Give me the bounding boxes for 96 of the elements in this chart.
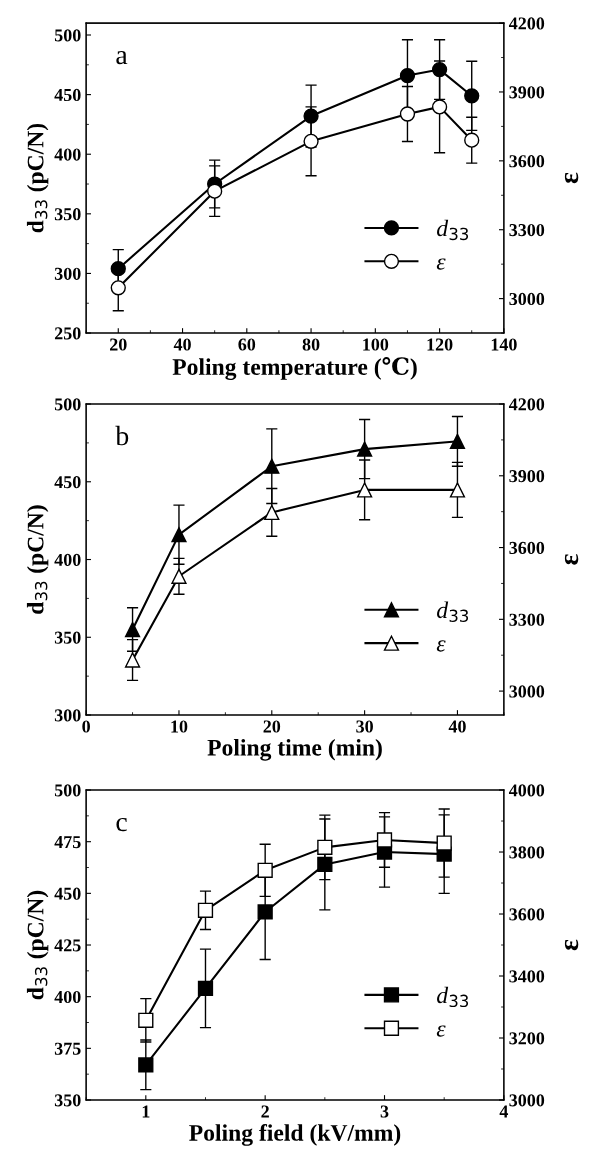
point — [264, 504, 280, 521]
legend-label: d$_{33}$ — [437, 986, 469, 1008]
x-tick-label: 40 — [448, 720, 466, 733]
x-tick-label: 140 — [491, 338, 517, 351]
y-tick-label: 400 — [54, 990, 81, 1004]
y2-tick-label: 3000 — [509, 1094, 545, 1107]
y-tick-label: 500 — [54, 784, 81, 797]
annotation: b — [115, 425, 129, 446]
point — [110, 280, 126, 296]
point — [171, 526, 187, 543]
y2-tick-label: 3000 — [509, 685, 545, 698]
y-tick-label: 450 — [54, 887, 81, 900]
x-tick-label: 1 — [142, 1105, 150, 1118]
x-tick-label: 4 — [499, 1105, 509, 1118]
point — [171, 568, 187, 584]
y2-tick-label: 3800 — [509, 846, 545, 859]
point — [431, 99, 448, 115]
x-tick-label: 2 — [261, 1105, 269, 1118]
point — [399, 106, 416, 122]
legend-label: ε — [436, 1025, 446, 1037]
y-tick-label: 500 — [54, 29, 81, 42]
y-tick-label: 400 — [54, 553, 81, 566]
y-tick-label: 350 — [54, 1094, 81, 1107]
y2-axis-title: ε — [564, 172, 579, 184]
point — [449, 433, 466, 449]
point — [197, 980, 214, 997]
y-tick-label: 375 — [54, 1042, 81, 1055]
x-tick-label: 30 — [356, 720, 373, 733]
point — [197, 902, 214, 918]
y-tick-label: 500 — [54, 398, 81, 411]
x-axis-title: Poling time (min) — [207, 739, 382, 761]
legend-label: ε — [436, 258, 446, 270]
y-tick-label: 450 — [54, 88, 81, 102]
y-tick-label: 350 — [54, 208, 81, 221]
x-tick-label: 80 — [302, 338, 320, 351]
point — [257, 904, 273, 920]
x-tick-label: 3 — [380, 1105, 389, 1118]
annotation: c — [116, 817, 127, 832]
y2-tick-label: 4000 — [508, 784, 545, 797]
point — [207, 183, 223, 199]
y-tick-label: 450 — [54, 476, 81, 489]
y-tick-label: 300 — [54, 709, 81, 722]
point — [431, 61, 448, 78]
x-axis-title: Poling field (kV/mm) — [189, 1124, 401, 1146]
y-tick-label: 400 — [54, 148, 81, 161]
y-tick-label: 250 — [54, 327, 81, 340]
x-tick-label: 120 — [427, 338, 453, 351]
point — [124, 652, 141, 668]
y-tick-label: 425 — [54, 939, 81, 952]
legend-label: d$_{33}$ — [437, 219, 469, 241]
y2-tick-label: 3200 — [509, 1032, 545, 1045]
point — [449, 482, 466, 498]
point — [436, 835, 452, 851]
y-axis-title: d$_{33}$ (pC/N) — [26, 890, 49, 1000]
point — [257, 862, 273, 878]
point — [399, 67, 416, 84]
x-tick-label: 100 — [363, 338, 389, 351]
y2-tick-label: 3600 — [509, 541, 545, 554]
x-tick-label: 40 — [173, 338, 191, 351]
y-tick-label: 475 — [54, 836, 81, 849]
y2-axis-title: ε — [564, 939, 579, 951]
point — [356, 482, 373, 498]
annotation: a — [116, 51, 128, 65]
y-axis-title: d$_{33}$ (pC/N) — [26, 123, 49, 233]
y2-tick-label: 4200 — [508, 398, 545, 411]
y2-tick-label: 4200 — [508, 17, 545, 30]
point — [376, 832, 393, 848]
y-tick-label: 350 — [54, 631, 81, 644]
point — [317, 839, 333, 856]
y2-tick-label: 3400 — [509, 970, 545, 983]
point — [464, 88, 480, 104]
y2-tick-label: 3600 — [509, 155, 545, 168]
y-axis-title: d$_{33}$ (pC/N) — [26, 505, 49, 614]
point — [264, 458, 280, 474]
y2-tick-label: 3000 — [509, 292, 545, 306]
point — [138, 1057, 154, 1073]
y2-tick-label: 3300 — [509, 613, 545, 626]
point — [356, 441, 373, 457]
x-tick-label: 20 — [110, 338, 127, 351]
x-tick-label: 60 — [238, 338, 256, 351]
x-tick-label: 0 — [82, 720, 90, 733]
y2-tick-label: 3900 — [509, 470, 545, 483]
y2-axis-title: ε — [564, 554, 579, 565]
y2-tick-label: 3600 — [509, 908, 545, 921]
y-tick-label: 300 — [54, 267, 81, 280]
y2-tick-label: 3900 — [509, 86, 545, 99]
x-axis-title: Poling temperature (℃) — [172, 357, 417, 380]
point — [138, 1012, 154, 1028]
point — [124, 621, 141, 638]
point — [303, 133, 319, 149]
legend-label: ε — [436, 640, 446, 652]
point — [464, 132, 480, 148]
x-tick-label: 20 — [263, 720, 281, 733]
y2-tick-label: 3300 — [509, 223, 545, 237]
x-tick-label: 10 — [171, 720, 188, 733]
legend-label: d$_{33}$ — [437, 601, 469, 623]
